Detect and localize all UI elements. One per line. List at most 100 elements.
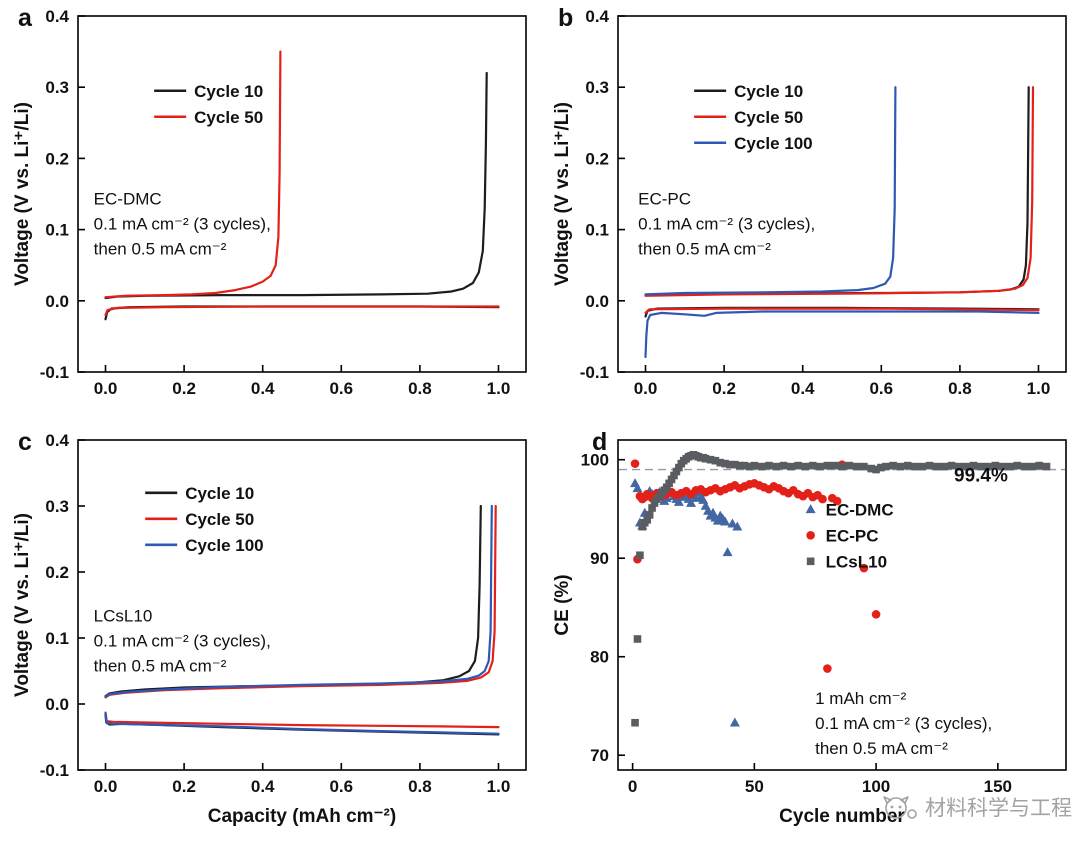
series-line-cycle-100 — [104, 712, 500, 735]
annotation: 0.1 mA cm⁻² (3 cycles), — [638, 215, 815, 234]
legend-label-lcsl10: LCsL10 — [826, 552, 887, 571]
scatter-point-lcsl10 — [787, 462, 795, 471]
y-tick-label: 0.1 — [585, 221, 609, 240]
scatter-point-lcsl10 — [726, 460, 734, 469]
annotation: 1 mAh cm⁻² — [815, 689, 906, 708]
x-tick-label: 0.4 — [251, 379, 275, 398]
watermark: 材料科学与工程 — [879, 792, 1072, 822]
scatter-point-lcsl10 — [662, 483, 671, 492]
scatter-point-lcsl10 — [672, 467, 681, 476]
series-line-cycle-50 — [104, 50, 282, 299]
panel-b-chart: 0.0 0.2 0.4 0.6 0.8 1.0 -0.1 0.0 0.1 0.2 0.3 0.4 Vol… — [540, 0, 1080, 424]
x-tick-label: 1.0 — [487, 379, 511, 398]
scatter-point-lcsl10 — [808, 461, 817, 470]
series-line-cycle-50 — [644, 86, 1035, 297]
panel-d: d 0 50 100 150 70 80 90 100 Cycle number CE (%) EC… — [540, 424, 1080, 848]
scatter-point-lcsl10 — [779, 461, 788, 470]
annotation: LCsL10 — [94, 607, 153, 626]
scatter-point-lcsl10 — [706, 455, 715, 464]
y-tick-label: 100 — [581, 451, 609, 470]
series-line-cycle-10 — [104, 71, 488, 300]
legend-marker-lcsl10 — [806, 557, 815, 566]
annotation: then 0.5 mA cm⁻² — [94, 240, 227, 259]
scatter-point-lcsl10 — [643, 515, 652, 524]
y-tick-label: 0.0 — [45, 695, 69, 714]
y-tick-label: -0.1 — [40, 761, 69, 780]
annotation: 99.4% — [954, 465, 1008, 486]
legend-marker-ec-pc — [806, 531, 815, 540]
scatter-point-lcsl10 — [816, 462, 824, 471]
y-tick-label: 0.2 — [45, 563, 69, 582]
x-tick-label: 0.0 — [94, 777, 118, 796]
scatter-point-ec-pc — [823, 664, 832, 673]
y-tick-label: 0.0 — [585, 292, 609, 311]
scatter-point-lcsl10 — [976, 462, 985, 471]
x-tick-label: 0.8 — [408, 379, 432, 398]
scatter-point-ec-dmc — [722, 547, 733, 557]
panel-d-chart: 0 50 100 150 70 80 90 100 Cycle number CE (%) EC-D… — [540, 424, 1080, 848]
x-axis-title: Cycle number — [779, 806, 905, 827]
x-tick-label: 50 — [745, 777, 764, 796]
scatter-point-lcsl10 — [1042, 462, 1051, 471]
y-tick-label: 0.0 — [45, 292, 69, 311]
annotation: then 0.5 mA cm⁻² — [638, 240, 771, 259]
x-tick-label: 100 — [862, 777, 890, 796]
scatter-point-lcsl10 — [998, 462, 1007, 471]
series-line-cycle-10 — [104, 305, 500, 321]
axes-frame — [77, 15, 527, 373]
series-line-cycle-10 — [644, 86, 1030, 297]
scatter-point-lcsl10 — [636, 551, 644, 560]
series-line-cycle-100 — [104, 504, 493, 698]
y-tick-label: 0.4 — [45, 431, 69, 450]
scatter-point-lcsl10 — [845, 461, 854, 470]
scatter-point-lcsl10 — [1013, 461, 1022, 470]
scatter-point-lcsl10 — [745, 462, 754, 471]
scatter-point-ec-dmc — [686, 497, 697, 507]
series-line-cycle-50 — [104, 305, 500, 317]
scatter-point-lcsl10 — [665, 479, 673, 488]
series-line-cycle-50 — [104, 711, 500, 729]
panel-letter-d: d — [592, 428, 608, 456]
scatter-point-lcsl10 — [991, 461, 1000, 470]
legend-label-cycle-10: Cycle 10 — [185, 484, 254, 503]
scatter-point-lcsl10 — [877, 463, 885, 472]
panel-c: c 0.0 0.2 0.4 0.6 0.8 1.0 -0.1 0.0 0.1 0.2 0.3 0.4 C… — [0, 424, 540, 848]
annotation: then 0.5 mA cm⁻² — [815, 739, 948, 758]
annotation: EC-DMC — [94, 190, 162, 209]
y-tick-label: 0.2 — [585, 149, 609, 168]
scatter-point-ec-pc — [871, 610, 881, 619]
y-tick-label: -0.1 — [40, 363, 69, 382]
scatter-point-lcsl10 — [1020, 462, 1029, 471]
y-tick-label: 0.3 — [45, 78, 69, 97]
annotation: EC-PC — [638, 190, 691, 209]
legend-label-ec-dmc: EC-DMC — [826, 500, 894, 519]
annotation: 0.1 mA cm⁻² (3 cycles), — [815, 714, 992, 733]
legend-label-cycle-50: Cycle 50 — [185, 510, 254, 529]
legend-label-cycle-50: Cycle 50 — [734, 108, 803, 127]
scatter-point-ec-pc — [832, 496, 842, 506]
legend-label-cycle-10: Cycle 10 — [734, 82, 803, 101]
scatter-point-lcsl10 — [638, 522, 647, 531]
scatter-point-lcsl10 — [830, 461, 839, 470]
y-tick-label: 0.1 — [45, 221, 69, 240]
scatter-point-lcsl10 — [648, 504, 656, 512]
x-tick-label: 150 — [984, 777, 1012, 796]
x-tick-label: 0.6 — [869, 379, 893, 398]
scatter-point-lcsl10 — [670, 471, 678, 480]
scatter-point-lcsl10 — [794, 461, 802, 470]
scatter-point-lcsl10 — [757, 462, 766, 471]
axes-frame — [617, 15, 1067, 373]
scatter-point-lcsl10 — [838, 462, 846, 471]
series-line-cycle-100 — [644, 86, 897, 296]
series-line-cycle-100 — [644, 310, 1040, 359]
x-tick-label: 0.8 — [408, 777, 432, 796]
scatter-point-ec-pc — [818, 494, 827, 504]
y-axis-title: CE (%) — [552, 574, 573, 635]
chart-svg-a: 0.0 0.2 0.4 0.6 0.8 1.0 -0.1 0.0 0.1 0.2 0.3 0.4 Vol… — [12, 7, 527, 398]
scatter-point-lcsl10 — [701, 454, 710, 463]
y-tick-label: -0.1 — [580, 363, 609, 382]
scatter-point-ec-dmc — [727, 518, 738, 528]
axes-frame — [617, 439, 1067, 771]
scatter-point-lcsl10 — [633, 635, 642, 643]
